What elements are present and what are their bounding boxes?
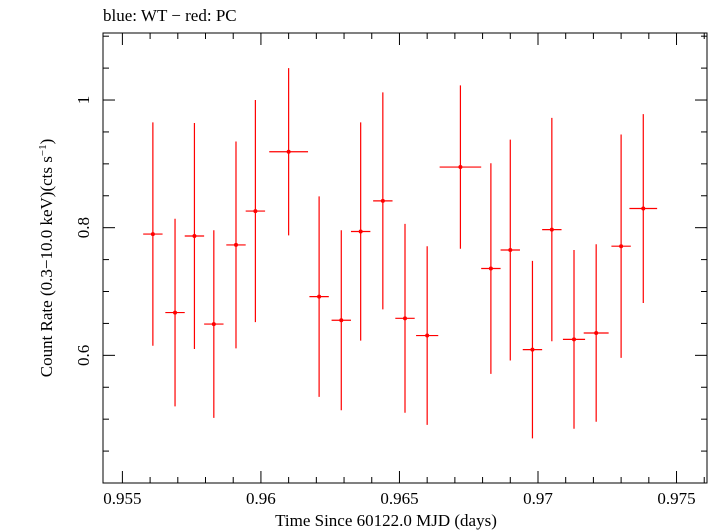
axis-tick-labels: 0.955 0.96 0.965 0.97 0.975 0.6 0.8 1 [74, 96, 696, 508]
data-point [373, 92, 393, 310]
data-marker [192, 233, 197, 238]
data-point [165, 218, 185, 407]
data-point [416, 246, 439, 425]
axis-ticks [103, 33, 707, 484]
chart-header-legend-text: blue: WT − red: PC [103, 6, 237, 25]
data-marker [211, 322, 216, 327]
data-marker [641, 206, 646, 211]
data-point [245, 100, 266, 323]
data-marker [380, 198, 385, 203]
data-marker [508, 248, 513, 253]
data-point [439, 85, 482, 249]
data-point [331, 230, 351, 411]
data-marker [173, 310, 178, 315]
data-marker [425, 333, 430, 338]
data-marker [253, 209, 258, 214]
data-marker [594, 331, 599, 335]
data-point [309, 196, 329, 397]
plot-frame [102, 32, 708, 484]
data-point [184, 123, 205, 349]
x-tick-label: 0.955 [103, 489, 141, 508]
data-marker [572, 337, 577, 342]
data-point [481, 163, 501, 374]
data-point [204, 230, 224, 418]
data-marker [286, 149, 291, 154]
x-axis-label: Time Since 60122.0 MJD (days) [275, 511, 497, 530]
data-point [143, 122, 163, 346]
data-point [542, 117, 562, 342]
data-point [583, 244, 609, 422]
data-marker [233, 242, 238, 247]
data-marker [317, 294, 322, 299]
data-marker [150, 232, 155, 237]
data-marker [530, 347, 535, 352]
y-axis-label-superscript: −1 [37, 144, 49, 156]
data-point [226, 141, 246, 349]
y-tick-label: 0.8 [74, 217, 93, 238]
data-marker [488, 266, 493, 271]
data-point [611, 134, 631, 358]
data-marker [458, 165, 463, 170]
data-marker [358, 229, 363, 234]
data-point [500, 139, 520, 361]
data-point [629, 114, 658, 303]
data-marker [403, 316, 407, 321]
data-point [395, 223, 415, 413]
y-axis-label: Count Rate (0.3−10.0 keV)(cts s−1) [37, 139, 56, 378]
x-tick-label: 0.96 [246, 489, 276, 508]
data-marker [339, 318, 344, 323]
x-tick-label: 0.965 [380, 489, 418, 508]
data-marker [549, 227, 554, 232]
y-tick-label: 0.6 [74, 345, 93, 366]
y-axis-label-main: Count Rate (0.3−10.0 keV)(cts s [37, 156, 56, 377]
data-point [350, 122, 371, 341]
x-tick-label: 0.975 [657, 489, 695, 508]
y-tick-label: 1 [74, 96, 93, 105]
x-tick-label: 0.97 [523, 489, 553, 508]
data-marker [619, 244, 624, 249]
data-point [522, 260, 543, 439]
data-series [143, 68, 658, 439]
data-point [269, 68, 309, 236]
y-axis-label-close: ) [37, 139, 56, 145]
data-point [562, 250, 586, 429]
